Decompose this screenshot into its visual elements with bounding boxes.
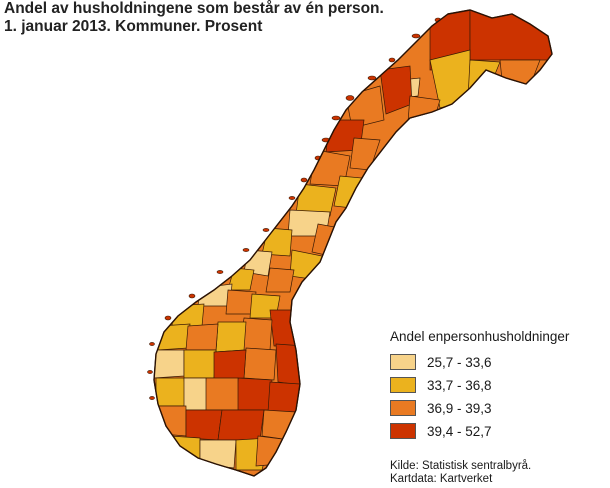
legend-label: 25,7 - 33,6 [427,354,492,370]
municipality-region [265,267,295,293]
municipality-region [203,377,239,411]
municipality-region [275,343,307,387]
legend-item: 36,9 - 39,3 [390,397,600,419]
municipality-region [171,303,205,327]
map-title-line-2: 1. januar 2013. Kommuner. Prosent [4,18,263,35]
legend-item: 33,7 - 36,8 [390,374,600,396]
municipality-region [469,10,552,61]
municipality-region [295,183,337,217]
legend-swatch [390,400,416,416]
municipality-region [267,381,301,415]
municipality-region [269,309,305,347]
legend-swatch [390,423,416,439]
legend-swatch [390,377,416,393]
municipality-region [243,347,277,381]
municipality-region [217,409,265,441]
municipality-region [185,409,223,441]
municipality-region [261,409,297,441]
map-title-line-1: Andel av husholdningene som består av én… [4,0,384,17]
municipality-region [199,439,237,469]
municipality-region [349,137,381,171]
municipality-region [154,349,185,379]
legend-swatch [390,354,416,370]
legend-label: 33,7 - 36,8 [427,377,492,393]
legend-label: 39,4 - 52,7 [427,423,492,439]
municipality-region [215,321,247,353]
source-line-1: Kilde: Statistisk sentralbyrå. [390,460,532,472]
legend-title: Andel enpersonhusholdninger [390,329,570,344]
map-legend: Andel enpersonhusholdninger 25,7 - 33,6 … [390,329,600,443]
municipality-region [407,95,441,123]
municipality-region [255,435,291,467]
municipality-region [183,349,217,379]
municipality-region [235,377,273,411]
municipality-region [155,377,187,407]
municipality-region [213,349,247,381]
municipality-region [467,59,501,99]
map-title: Andel av husholdningene som består av én… [4,0,424,36]
coastal-islands [147,17,442,400]
legend-item: 25,7 - 33,6 [390,351,600,373]
municipality-region [183,377,207,411]
norway-outline [153,9,553,477]
legend-item: 39,4 - 52,7 [390,420,600,442]
source-note: Kilde: Statistisk sentralbyrå. Kartdata:… [390,460,531,486]
source-line-2: Kartdata: Kartverket [390,473,493,485]
municipality-region [185,323,219,351]
legend-label: 36,9 - 39,3 [427,400,492,416]
